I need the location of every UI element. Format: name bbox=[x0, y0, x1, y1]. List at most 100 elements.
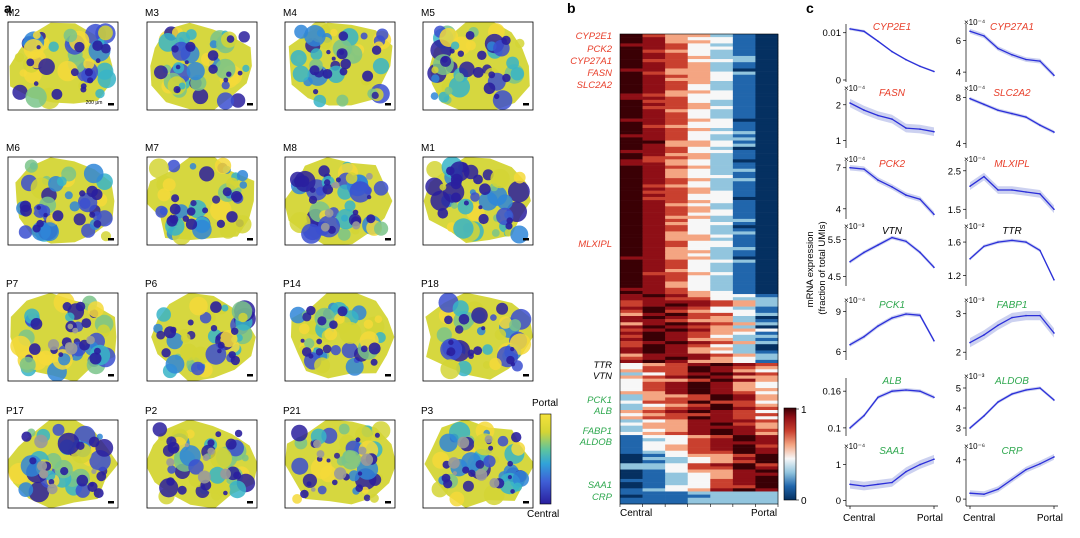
heatmap-cell bbox=[710, 309, 734, 314]
series-line bbox=[849, 389, 935, 429]
heatmap-cell bbox=[732, 71, 756, 76]
heatmap-cell bbox=[710, 425, 734, 430]
heatmap-cell bbox=[732, 74, 756, 79]
heatmap-cell bbox=[732, 381, 756, 386]
scale-bar bbox=[247, 238, 253, 241]
heatmap-cell bbox=[665, 444, 689, 448]
heatmap-xlabel-portal: Portal bbox=[751, 508, 777, 519]
heatmap-cell bbox=[620, 206, 643, 210]
heatmap-cell bbox=[710, 438, 734, 442]
heatmap-cell bbox=[710, 168, 734, 173]
gene-title: ALDOB bbox=[994, 376, 1029, 387]
heatmap-cell bbox=[642, 422, 666, 426]
heatmap-cell bbox=[732, 400, 756, 405]
heatmap-cell bbox=[710, 165, 734, 170]
heatmap-cell bbox=[732, 447, 756, 452]
data-point bbox=[1025, 191, 1027, 193]
heatmap-cell bbox=[642, 109, 666, 113]
heatmap-cell bbox=[755, 212, 779, 217]
heatmap-cell bbox=[620, 491, 643, 495]
heatmap-cell bbox=[687, 428, 711, 433]
heatmap-cell bbox=[687, 209, 711, 213]
data-point bbox=[1011, 239, 1013, 242]
heatmap-cell bbox=[710, 460, 734, 464]
heatmap-cell bbox=[665, 77, 689, 82]
heatmap-cell bbox=[755, 49, 779, 54]
heatmap-cell bbox=[620, 102, 643, 107]
tissue-section-p21: P21 bbox=[283, 406, 396, 509]
heatmap-cell bbox=[710, 231, 734, 235]
heatmap-cell bbox=[642, 178, 666, 182]
gene-title: MLXIPL bbox=[994, 159, 1030, 170]
heatmap-cell bbox=[620, 319, 643, 323]
heatmap-cell bbox=[665, 228, 689, 232]
heatmap-cell bbox=[642, 193, 666, 198]
heatmap-cell bbox=[642, 419, 666, 423]
heatmap-cell bbox=[732, 190, 756, 195]
heatmap-cell bbox=[755, 68, 779, 72]
heatmap-cell bbox=[732, 419, 756, 423]
heatmap-cell bbox=[642, 209, 666, 213]
tissue-section-p2: P2 bbox=[145, 406, 258, 509]
heatmap-cell bbox=[620, 306, 643, 311]
heatmap-cell bbox=[665, 419, 689, 423]
heatmap-cell bbox=[665, 37, 689, 41]
heatmap-cell bbox=[732, 488, 756, 492]
heatmap-cell bbox=[710, 300, 734, 304]
heatmap-cell bbox=[620, 388, 643, 392]
ylabel-line-2: (fraction of total UMIs) bbox=[817, 221, 828, 314]
heatmap-cell bbox=[732, 240, 756, 245]
data-point bbox=[919, 390, 921, 393]
heatmap-cell bbox=[732, 131, 756, 135]
heatmap-cell bbox=[755, 472, 779, 477]
heatmap-cell bbox=[665, 316, 689, 320]
heatmap-cell bbox=[642, 225, 666, 229]
heatmap-cell bbox=[710, 394, 734, 398]
heatmap-cell bbox=[665, 231, 689, 235]
data-point bbox=[891, 317, 893, 319]
heatmap-cell bbox=[665, 168, 689, 173]
heatmap-cell bbox=[642, 253, 666, 257]
heatmap-cell bbox=[755, 190, 779, 195]
heatmap-cell bbox=[710, 112, 734, 116]
heatmap-cell bbox=[687, 109, 711, 113]
heatmap-cell bbox=[755, 331, 779, 336]
heatmap-cell bbox=[755, 121, 779, 126]
section-label: M7 bbox=[145, 143, 159, 154]
heatmap-cell bbox=[665, 334, 689, 339]
heatmap-cell bbox=[642, 297, 666, 301]
heatmap-cell bbox=[620, 81, 643, 85]
heatmap-cell bbox=[642, 228, 666, 232]
heatmap-cell bbox=[665, 457, 689, 461]
heatmap-cell bbox=[755, 431, 779, 436]
data-point bbox=[919, 198, 921, 200]
gene-title: CYP27A1 bbox=[990, 22, 1034, 33]
heatmap-cell bbox=[732, 491, 756, 495]
heatmap-cell bbox=[642, 469, 666, 473]
heatmap-cell bbox=[710, 400, 734, 405]
heatmap-cell bbox=[620, 278, 643, 282]
heatmap-cell bbox=[687, 131, 711, 135]
heatmap-cell bbox=[755, 488, 779, 492]
section-frame bbox=[422, 419, 534, 509]
heatmap-cell bbox=[687, 218, 711, 223]
heatmap-cell bbox=[755, 237, 779, 242]
heatmap-cell bbox=[755, 159, 779, 163]
y-tick-label: 7 bbox=[836, 163, 841, 174]
scale-bar bbox=[108, 501, 114, 504]
heatmap-cell bbox=[755, 369, 779, 373]
heatmap-cell bbox=[732, 435, 756, 439]
heatmap-cell bbox=[665, 102, 689, 107]
heatmap-cell bbox=[620, 378, 643, 383]
heatmap-cell bbox=[732, 118, 756, 123]
heatmap-cell bbox=[687, 466, 711, 470]
heatmap-cell bbox=[732, 341, 756, 345]
data-point bbox=[933, 396, 935, 399]
error-band bbox=[850, 454, 934, 491]
heatmap-cell bbox=[732, 309, 756, 314]
heatmap-cell bbox=[642, 347, 666, 351]
heatmap-cell bbox=[642, 90, 666, 94]
heatmap-cell bbox=[732, 394, 756, 398]
heatmap-cell bbox=[687, 375, 711, 379]
heatmap-cell bbox=[665, 269, 689, 273]
